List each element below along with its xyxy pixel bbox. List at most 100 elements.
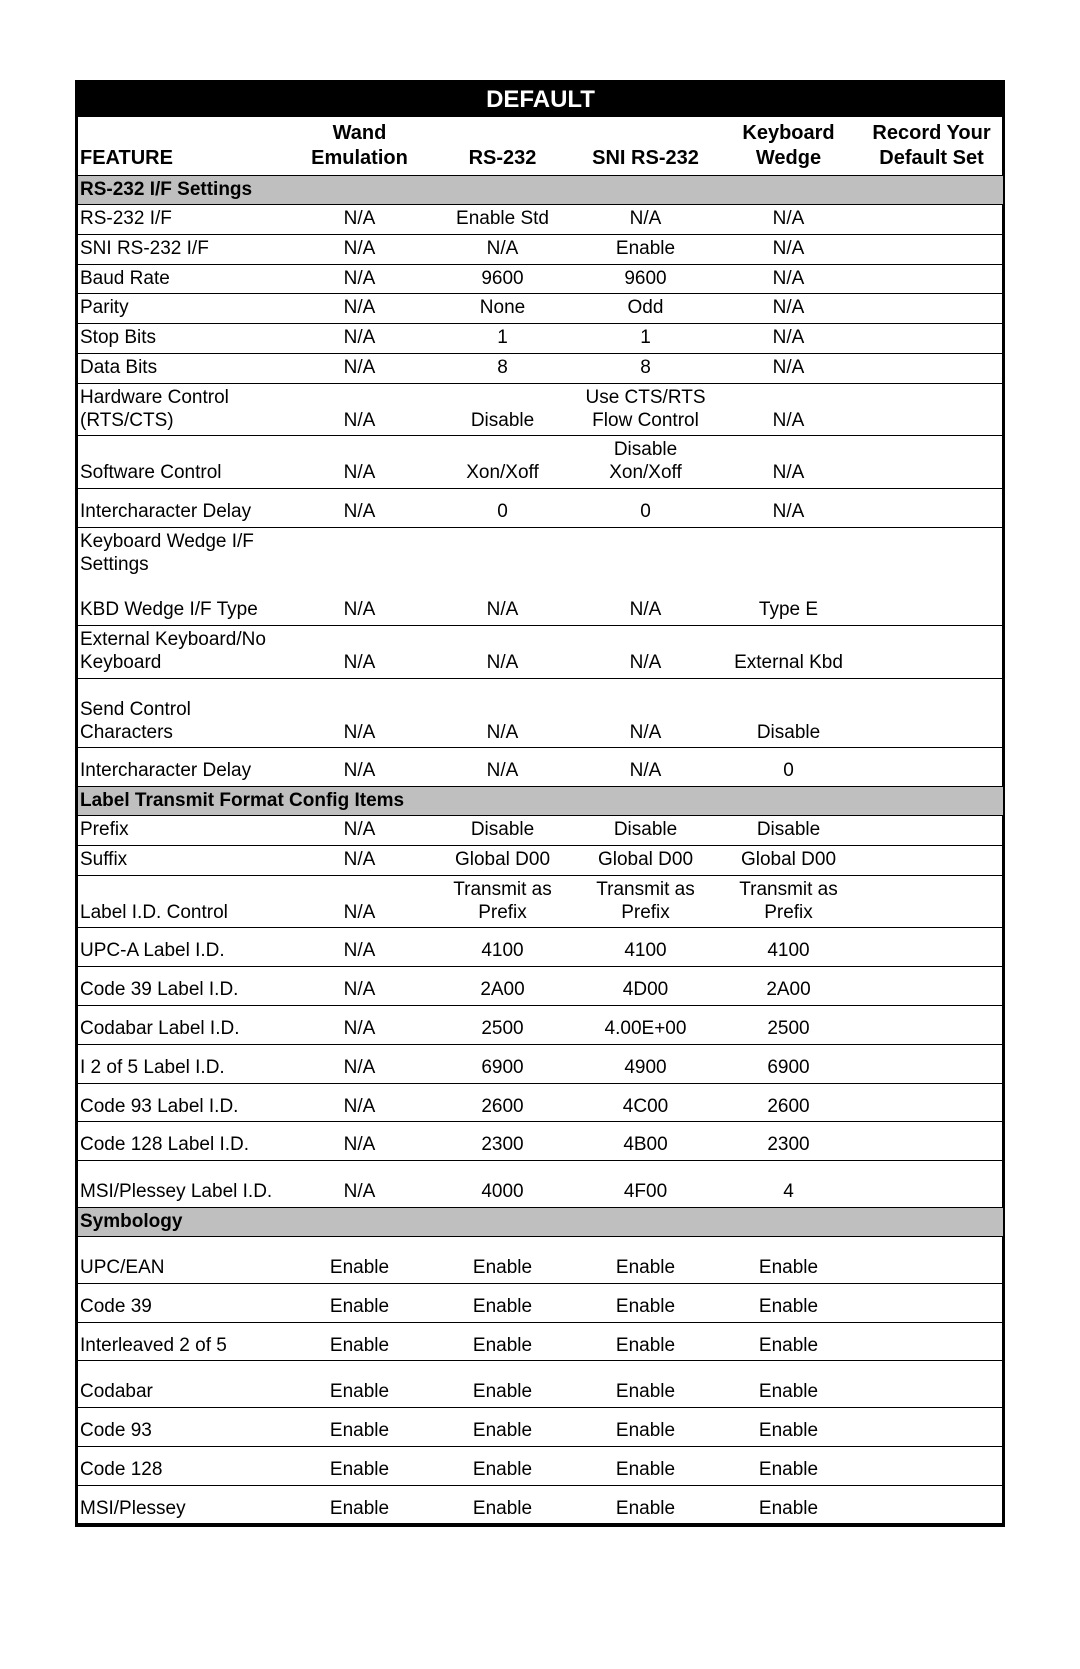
kbd-cell: 2A00 (717, 967, 860, 1006)
table-row: External Keyboard/NoKeyboardN/AN/AN/AExt… (78, 626, 1003, 679)
sni-cell: DisableXon/Xoff (574, 436, 717, 489)
feature-cell: I 2 of 5 Label I.D. (78, 1044, 288, 1083)
kbd-cell: Enable (717, 1236, 860, 1283)
sni-cell: Enable (574, 1446, 717, 1485)
feature-cell: Send Control Characters (78, 678, 288, 748)
record-cell (860, 1236, 1003, 1283)
feature-cell: MSI/Plessey Label I.D. (78, 1161, 288, 1208)
table-row: Keyboard Wedge I/FSettings (78, 527, 1003, 579)
sni-cell: Enable (574, 1283, 717, 1322)
table-row: I 2 of 5 Label I.D.N/A690049006900 (78, 1044, 1003, 1083)
rs232-cell: Enable (431, 1485, 574, 1524)
wand-cell: N/A (288, 579, 431, 625)
kbd-cell: Enable (717, 1408, 860, 1447)
wand-cell: Enable (288, 1485, 431, 1524)
kbd-cell: 2600 (717, 1083, 860, 1122)
rs232-cell: 0 (431, 488, 574, 527)
table-row: Label I.D. ControlN/ATransmit asPrefixTr… (78, 875, 1003, 928)
rs232-cell: 4100 (431, 928, 574, 967)
sni-cell: Use CTS/RTSFlow Control (574, 383, 717, 436)
wand-cell: Enable (288, 1236, 431, 1283)
table-row: Intercharacter DelayN/AN/AN/A0 (78, 748, 1003, 787)
record-cell (860, 875, 1003, 928)
sni-cell: 4C00 (574, 1083, 717, 1122)
kbd-cell: N/A (717, 488, 860, 527)
rs232-cell: N/A (431, 579, 574, 625)
column-header-5: Record YourDefault Set (860, 117, 1003, 176)
record-cell (860, 1408, 1003, 1447)
sni-cell: Enable (574, 1485, 717, 1524)
table-row: CodabarEnableEnableEnableEnable (78, 1361, 1003, 1408)
kbd-cell: N/A (717, 234, 860, 264)
feature-cell: Suffix (78, 845, 288, 875)
wand-cell: N/A (288, 1044, 431, 1083)
feature-cell: Codabar Label I.D. (78, 1005, 288, 1044)
feature-cell: Parity (78, 294, 288, 324)
rs232-cell: 8 (431, 353, 574, 383)
rs232-cell: Xon/Xoff (431, 436, 574, 489)
sni-cell: N/A (574, 626, 717, 679)
feature-cell: Code 39 (78, 1283, 288, 1322)
kbd-cell: Enable (717, 1361, 860, 1408)
feature-cell: UPC/EAN (78, 1236, 288, 1283)
wand-cell: N/A (288, 436, 431, 489)
record-cell (860, 527, 1003, 579)
feature-cell: Label I.D. Control (78, 875, 288, 928)
record-cell (860, 294, 1003, 324)
wand-cell: N/A (288, 816, 431, 846)
table-row: SuffixN/AGlobal D00Global D00Global D00 (78, 845, 1003, 875)
table-row: RS-232 I/FN/AEnable StdN/AN/A (78, 205, 1003, 235)
table-row: MSI/PlesseyEnableEnableEnableEnable (78, 1485, 1003, 1524)
rs232-cell: 4000 (431, 1161, 574, 1208)
sni-cell: N/A (574, 748, 717, 787)
record-cell (860, 967, 1003, 1006)
rs232-cell (431, 527, 574, 579)
feature-cell: Code 128 Label I.D. (78, 1122, 288, 1161)
sni-cell: 4F00 (574, 1161, 717, 1208)
section-header: Label Transmit Format Config Items (78, 787, 1003, 816)
table-row: Code 93 Label I.D.N/A26004C002600 (78, 1083, 1003, 1122)
table-row: Code 39 Label I.D.N/A2A004D002A00 (78, 967, 1003, 1006)
feature-cell: Intercharacter Delay (78, 748, 288, 787)
record-cell (860, 626, 1003, 679)
kbd-cell: Global D00 (717, 845, 860, 875)
record-cell (860, 1322, 1003, 1361)
feature-cell: Code 93 Label I.D. (78, 1083, 288, 1122)
record-cell (860, 436, 1003, 489)
wand-cell: N/A (288, 264, 431, 294)
rs232-cell: 2A00 (431, 967, 574, 1006)
record-cell (860, 748, 1003, 787)
feature-cell: Code 128 (78, 1446, 288, 1485)
feature-cell: KBD Wedge I/F Type (78, 579, 288, 625)
section-title: RS-232 I/F Settings (78, 176, 1003, 205)
wand-cell: N/A (288, 928, 431, 967)
sni-cell: N/A (574, 678, 717, 748)
wand-cell: Enable (288, 1322, 431, 1361)
sni-cell: Enable (574, 1236, 717, 1283)
kbd-cell: Type E (717, 579, 860, 625)
record-cell (860, 264, 1003, 294)
kbd-cell: Enable (717, 1446, 860, 1485)
table-row: Interleaved 2 of 5EnableEnableEnableEnab… (78, 1322, 1003, 1361)
feature-cell: Intercharacter Delay (78, 488, 288, 527)
rs232-cell: Transmit asPrefix (431, 875, 574, 928)
record-cell (860, 1122, 1003, 1161)
feature-cell: Hardware Control(RTS/CTS) (78, 383, 288, 436)
feature-cell: MSI/Plessey (78, 1485, 288, 1524)
kbd-cell: N/A (717, 205, 860, 235)
rs232-cell: 2300 (431, 1122, 574, 1161)
kbd-cell: External Kbd (717, 626, 860, 679)
sni-cell: N/A (574, 579, 717, 625)
section-title: Label Transmit Format Config Items (78, 787, 1003, 816)
rs232-cell: Enable (431, 1322, 574, 1361)
sni-cell: Odd (574, 294, 717, 324)
sni-cell: 4.00E+00 (574, 1005, 717, 1044)
record-cell (860, 1005, 1003, 1044)
wand-cell: Enable (288, 1361, 431, 1408)
rs232-cell: 6900 (431, 1044, 574, 1083)
rs232-cell: Enable Std (431, 205, 574, 235)
rs232-cell: N/A (431, 748, 574, 787)
sni-cell: Enable (574, 1408, 717, 1447)
sni-cell: 4B00 (574, 1122, 717, 1161)
record-cell (860, 1446, 1003, 1485)
